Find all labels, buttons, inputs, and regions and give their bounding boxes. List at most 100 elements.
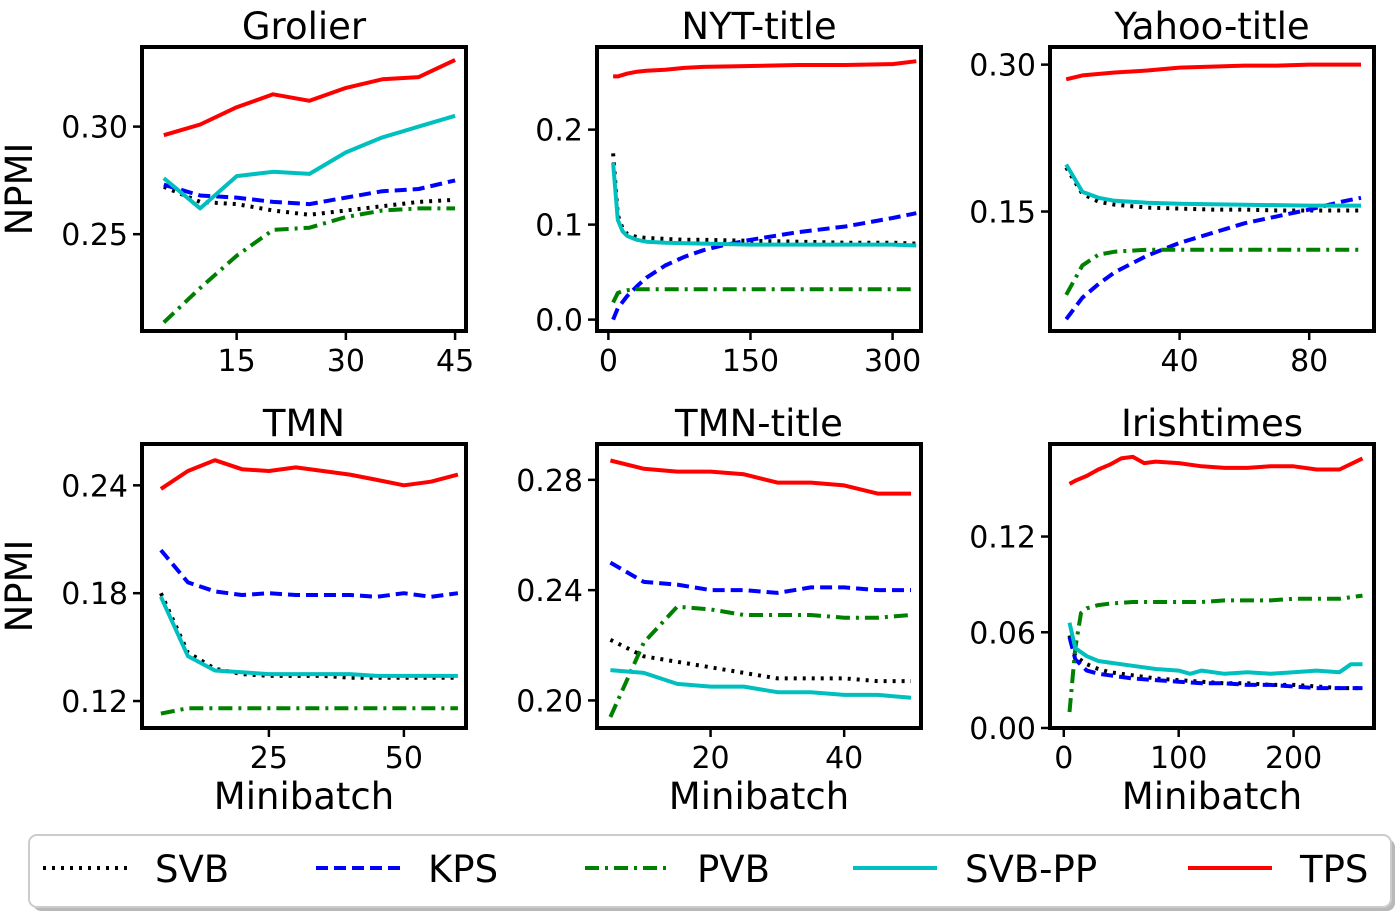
legend-item-pvb: PVB	[585, 848, 770, 891]
series-line-kps	[1064, 195, 1362, 321]
series-group	[1067, 454, 1364, 713]
y-tick-label: 0.24	[516, 574, 583, 609]
series-line-svb-pp	[611, 162, 917, 248]
legend-item-svb-pp: SVB-PP	[853, 848, 1097, 891]
chart-title: TMN	[262, 402, 345, 445]
series-line-pvb	[608, 604, 912, 718]
panels: 15 30 45 0.25 0.30 Grolier NPMI 0 150 300 0.0 0.1 0.…	[0, 5, 1376, 818]
series-line-svb-pp	[610, 668, 912, 700]
x-axis-label: Minibatch	[1122, 775, 1302, 818]
x-tick-label: 0	[1054, 741, 1073, 776]
legend-item-svb: SVB	[43, 848, 229, 891]
legend-item-tps: TPS	[1188, 848, 1368, 891]
x-tick-label: 40	[1161, 344, 1199, 379]
series-line-svb-pp	[1064, 163, 1361, 208]
x-tick-label: 80	[1290, 344, 1328, 379]
y-tick-label: 0.0	[535, 304, 583, 339]
x-tick-label: 45	[436, 344, 474, 379]
series-line-tps	[163, 58, 456, 138]
x-tick-label: 30	[327, 344, 365, 379]
series-group	[1064, 62, 1362, 321]
y-tick-label: 0.06	[969, 616, 1036, 651]
panel-nyt-title: 0 150 300 0.0 0.1 0.2 NYT-title	[535, 5, 923, 379]
legend-label: SVB-PP	[965, 848, 1097, 891]
series-line-svb	[1064, 166, 1361, 213]
series-line-kps	[1067, 636, 1363, 691]
series-line-tps	[1065, 62, 1361, 82]
x-tick-label: 50	[385, 741, 423, 776]
series-line-pvb	[1067, 593, 1363, 713]
x-tick-label: 0	[599, 344, 618, 379]
series-group	[162, 58, 456, 324]
series-line-svb	[611, 153, 917, 246]
series-group	[159, 458, 459, 716]
legend-label: PVB	[697, 848, 770, 891]
series-line-tps	[613, 59, 917, 79]
series-line-kps	[159, 548, 459, 599]
y-tick-label: 0.1	[535, 209, 583, 244]
y-tick-label: 0.12	[969, 521, 1036, 556]
chart-title: Irishtimes	[1121, 402, 1303, 445]
x-tick-label: 200	[1265, 741, 1322, 776]
y-tick-label: 0.18	[61, 577, 128, 612]
series-line-pvb	[162, 206, 456, 324]
y-axis-label: NPMI	[0, 540, 41, 633]
panel-yahoo-title: 40 80 0.15 0.30 Yahoo-title	[969, 5, 1376, 379]
legend-box	[28, 834, 1392, 908]
y-axis-label: NPMI	[0, 143, 41, 236]
x-tick-label: 150	[722, 344, 779, 379]
series-line-pvb	[611, 287, 917, 304]
series-line-pvb	[1064, 247, 1361, 296]
legend-label: KPS	[428, 848, 498, 891]
series-line-svb	[609, 638, 911, 684]
x-tick-label: 40	[825, 741, 863, 776]
plot-frame	[595, 442, 923, 730]
series-line-tps	[1068, 454, 1364, 486]
chart-title: Yahoo-title	[1113, 5, 1309, 48]
legend-label: SVB	[155, 848, 229, 891]
series-line-svb-pp	[1067, 622, 1363, 676]
y-tick-label: 0.28	[516, 464, 583, 499]
series-line-svb-pp	[159, 595, 458, 678]
x-tick-label: 25	[250, 741, 288, 776]
y-tick-label: 0.30	[969, 49, 1036, 84]
legend: SVB KPS PVB SVB-PP TPS	[28, 834, 1395, 911]
plot-frame	[1048, 442, 1376, 730]
x-axis-label: Minibatch	[669, 775, 849, 818]
series-line-kps	[163, 178, 456, 207]
panel-grolier: 15 30 45 0.25 0.30 Grolier NPMI	[0, 5, 474, 379]
plot-frame	[595, 45, 923, 333]
legend-item-kps: KPS	[316, 848, 498, 891]
y-tick-label: 0.24	[61, 469, 128, 504]
series-line-kps	[611, 211, 917, 321]
chart-title: Grolier	[242, 5, 367, 48]
panel-tmn: 25 50 0.12 0.18 0.24 TMN NPMI Minibatch	[0, 402, 468, 818]
x-axis-label: Minibatch	[214, 775, 394, 818]
y-tick-label: 0.12	[61, 685, 128, 720]
chart-title: NYT-title	[681, 5, 836, 48]
x-tick-label: 100	[1150, 741, 1207, 776]
series-line-svb-pp	[162, 113, 456, 211]
y-tick-label: 0.15	[969, 196, 1036, 231]
series-group	[608, 458, 912, 718]
series-line-tps	[609, 458, 911, 496]
series-group	[611, 59, 917, 321]
panel-irishtimes: 0 100 200 0.00 0.06 0.12 Irishtimes Minibatch	[969, 402, 1376, 818]
y-tick-label: 0.20	[516, 684, 583, 719]
x-tick-label: 15	[218, 344, 256, 379]
x-tick-label: 20	[691, 741, 729, 776]
series-line-tps	[159, 458, 459, 491]
y-tick-label: 0.00	[969, 712, 1036, 747]
x-tick-label: 300	[864, 344, 921, 379]
series-line-pvb	[160, 706, 458, 716]
plot-frame	[140, 442, 468, 730]
y-tick-label: 0.30	[61, 111, 128, 146]
series-line-kps	[609, 560, 911, 595]
y-tick-label: 0.2	[535, 114, 583, 149]
y-tick-label: 0.25	[61, 218, 128, 253]
chart-title: TMN-title	[674, 402, 843, 445]
panel-tmn-title: 20 40 0.20 0.24 0.28 TMN-title Minibatch	[516, 402, 923, 818]
plot-frame	[140, 45, 468, 333]
plot-frame	[1048, 45, 1376, 333]
